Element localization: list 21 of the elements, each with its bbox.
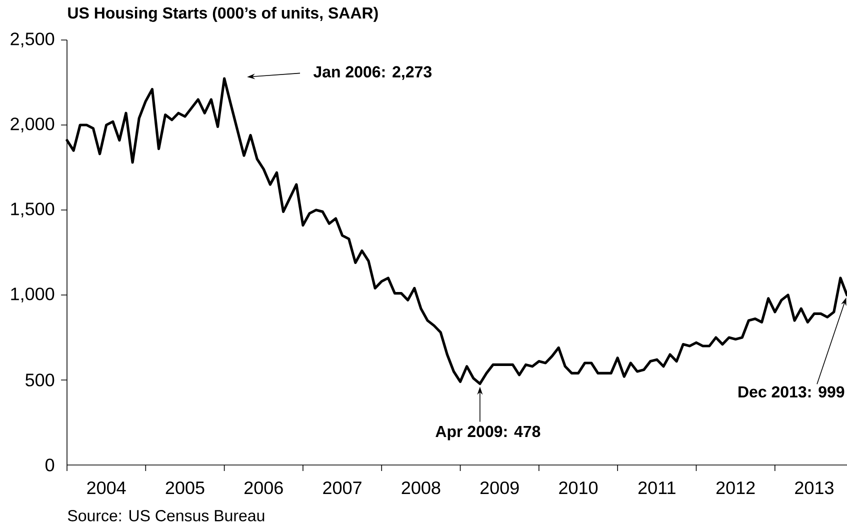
- x-tick-label: 2010: [559, 481, 598, 494]
- x-tick-label: 2008: [402, 481, 440, 494]
- annotation: Dec 2013: 999: [738, 386, 844, 398]
- y-tick-label: 0: [45, 458, 54, 472]
- x-tick-label: 2004: [87, 481, 126, 494]
- source-note: Source: US Census Bureau: [68, 510, 264, 522]
- y-tick-label: 1,000: [11, 288, 54, 302]
- x-tick-label: 2007: [323, 481, 362, 494]
- y-tick-label: 2,000: [10, 118, 54, 132]
- y-tick-label: 2,500: [10, 32, 54, 48]
- chart-title: US Housing Starts (000’s of units, SAAR): [68, 6, 378, 22]
- annotation: Apr 2009: 478: [436, 426, 540, 440]
- x-tick-label: 2013: [795, 481, 834, 494]
- x-tick-label: 2005: [166, 481, 204, 494]
- y-tick-label: 500: [26, 374, 54, 386]
- x-tick-label: 2006: [244, 481, 283, 494]
- y-tick-label: 1,500: [11, 202, 54, 218]
- x-tick-label: 2009: [480, 481, 519, 494]
- x-tick-label: 2011: [638, 481, 676, 494]
- annotation: Jan 2006: 2,273: [313, 66, 432, 80]
- x-tick-label: 2012: [716, 481, 755, 494]
